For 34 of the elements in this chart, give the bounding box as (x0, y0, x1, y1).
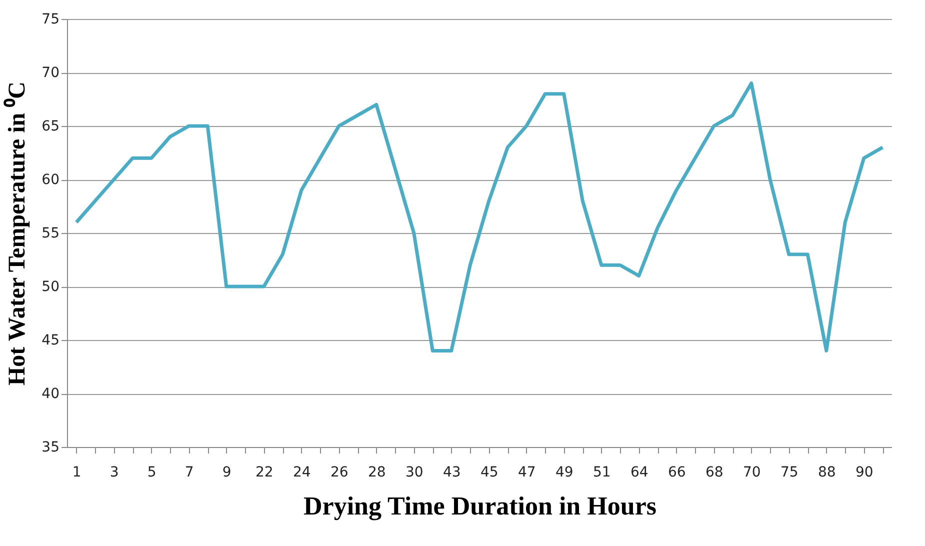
y-tick-label: 45 (42, 332, 60, 348)
y-tick-label: 50 (42, 279, 60, 295)
x-tick-label: 5 (147, 464, 156, 480)
x-tick-label: 30 (405, 464, 424, 480)
y-tick-label: 60 (42, 172, 60, 188)
x-tick-label: 47 (518, 464, 536, 480)
x-tick-label: 7 (184, 464, 194, 480)
x-tick-label: 75 (780, 464, 798, 480)
line-series (74, 81, 884, 352)
y-tick-label: 35 (42, 440, 60, 456)
y-axis-title: Hot Water Temperature in ⁰C (4, 82, 31, 386)
x-tick-label: 28 (368, 464, 386, 480)
x-tick-label: 22 (255, 464, 274, 480)
x-tick-label: 90 (855, 464, 874, 480)
y-tick-label: 40 (42, 386, 60, 402)
x-tick-label: 26 (330, 464, 348, 480)
x-tick-label: 68 (705, 464, 724, 480)
y-tick-label: 70 (42, 65, 60, 81)
x-tick-label: 3 (110, 464, 119, 480)
x-tick-label: 51 (592, 464, 611, 480)
y-tick-label: 75 (42, 12, 60, 28)
x-tick-label: 70 (742, 464, 761, 480)
x-tick-label: 88 (818, 464, 836, 480)
x-tick-label: 45 (480, 464, 498, 480)
x-tick-label: 49 (555, 464, 574, 480)
x-tick-label: 24 (292, 464, 311, 480)
x-tick-label: 43 (442, 464, 461, 480)
x-tick-label: 9 (222, 464, 232, 480)
x-axis-title: Drying Time Duration in Hours (304, 492, 656, 520)
x-tick-label: 66 (668, 464, 686, 480)
x-tick-label: 64 (630, 464, 648, 480)
y-tick-label: 55 (42, 226, 60, 242)
x-tick-label: 1 (72, 464, 82, 480)
y-tick-label: 65 (42, 118, 60, 134)
